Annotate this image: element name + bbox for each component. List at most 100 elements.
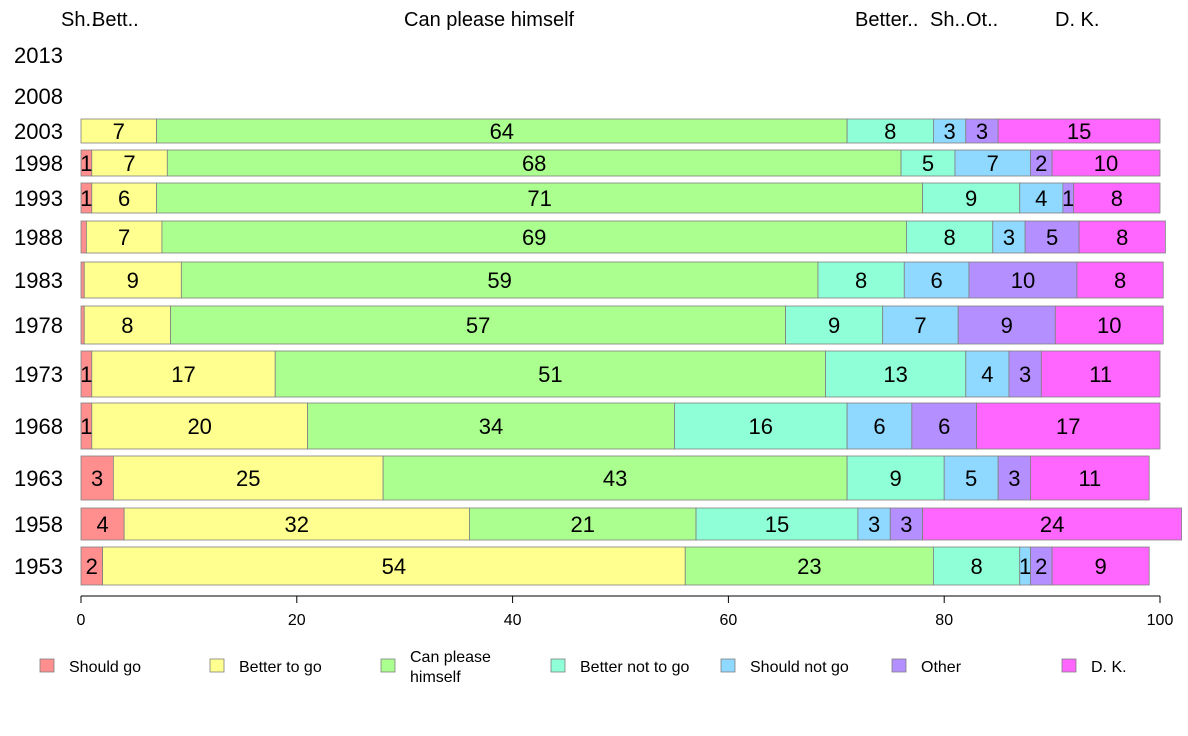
year-label: 1988	[14, 225, 63, 250]
data-label: 20	[187, 414, 211, 439]
data-label: 3	[1019, 362, 1031, 387]
bar-segment	[997, 455, 1031, 501]
bar-segment	[1019, 182, 1064, 214]
legend-label: Should not go	[750, 659, 849, 676]
year-label: 1983	[14, 268, 63, 293]
bar-segment	[965, 350, 1010, 398]
data-label: 1	[80, 414, 92, 439]
data-label: 69	[522, 225, 546, 250]
year-label: 1993	[14, 186, 63, 211]
data-label: 13	[883, 362, 907, 387]
bar-segment	[85, 220, 163, 254]
bar-segment	[102, 546, 686, 586]
year-label: 1963	[14, 466, 63, 491]
data-label: 3	[900, 512, 912, 537]
data-label: 8	[970, 554, 982, 579]
bar-segment	[161, 220, 907, 254]
data-label: 25	[236, 466, 260, 491]
bar-segment	[1051, 546, 1150, 586]
bar-segment	[307, 402, 675, 450]
data-label: 2	[86, 554, 98, 579]
data-label: 23	[797, 554, 821, 579]
bar-segment	[83, 305, 171, 345]
data-label: 9	[1001, 313, 1013, 338]
bar-segment	[922, 182, 1021, 214]
year-label: 2013	[14, 43, 63, 68]
year-label: 1973	[14, 362, 63, 387]
bar-segment	[817, 261, 905, 299]
data-label: 8	[943, 225, 955, 250]
data-label: 64	[490, 119, 514, 144]
bar-segment	[156, 118, 848, 144]
data-label: 7	[914, 313, 926, 338]
bar-segment	[80, 261, 85, 299]
legend-swatch	[720, 658, 736, 673]
bar-segment	[1040, 350, 1161, 398]
bar-segment	[112, 455, 384, 501]
bar-segment	[1073, 182, 1161, 214]
data-label: 9	[127, 268, 139, 293]
data-label: 15	[765, 512, 789, 537]
bar-segment	[80, 305, 85, 345]
bar-segment	[903, 261, 970, 299]
legend-swatch	[39, 658, 55, 673]
bar-segment	[965, 118, 999, 144]
data-label: 16	[749, 414, 773, 439]
data-label: 59	[487, 268, 511, 293]
data-label: 7	[113, 119, 125, 144]
data-label: 4	[981, 362, 993, 387]
data-label: 3	[1008, 466, 1020, 491]
data-label: 54	[382, 554, 406, 579]
bar-segment	[695, 507, 859, 541]
legend-label: Should go	[69, 659, 141, 676]
bar-segment	[1076, 261, 1164, 299]
data-label: 68	[522, 151, 546, 176]
bar-segment	[180, 261, 819, 299]
bar-segment	[91, 182, 157, 214]
bar-segment	[957, 305, 1056, 345]
data-label: 10	[1011, 268, 1035, 293]
data-label: 15	[1067, 119, 1091, 144]
bar-segment	[469, 507, 697, 541]
bar-segment	[1051, 149, 1161, 177]
bar-segment	[123, 507, 470, 541]
data-label: 43	[603, 466, 627, 491]
data-label: 5	[922, 151, 934, 176]
data-label: 8	[1111, 186, 1123, 211]
data-label: 3	[91, 466, 103, 491]
column-header: Sh..	[61, 9, 97, 31]
data-label: 9	[965, 186, 977, 211]
data-label: 24	[1040, 512, 1064, 537]
bar-segment	[889, 507, 924, 541]
column-header: Sh..	[930, 9, 966, 31]
bar-segment	[933, 546, 1021, 586]
data-label: 17	[1056, 414, 1080, 439]
bar-segment	[997, 118, 1161, 144]
data-label: 34	[479, 414, 503, 439]
data-label: 7	[987, 151, 999, 176]
legend-label: Can please	[410, 649, 491, 666]
data-label: 3	[1003, 225, 1015, 250]
data-label: 4	[96, 512, 108, 537]
data-label: 10	[1094, 151, 1118, 176]
bar-segment	[882, 305, 959, 345]
legend-swatch	[209, 658, 225, 673]
data-label: 1	[1019, 554, 1031, 579]
bar-segment	[857, 507, 891, 541]
bar-segment	[785, 305, 884, 345]
legend-swatch	[1061, 658, 1077, 673]
year-label: 1958	[14, 512, 63, 537]
data-label: 51	[538, 362, 562, 387]
year-label: 2003	[14, 119, 63, 144]
data-label: 2	[1035, 151, 1047, 176]
year-label: 1968	[14, 414, 63, 439]
data-label: 9	[890, 466, 902, 491]
data-label: 9	[828, 313, 840, 338]
bar-segment	[906, 220, 994, 254]
data-label: 5	[965, 466, 977, 491]
data-label: 11	[1078, 466, 1101, 491]
column-header: Bett..	[92, 9, 139, 31]
data-label: 17	[171, 362, 195, 387]
bar-segment	[900, 149, 956, 177]
